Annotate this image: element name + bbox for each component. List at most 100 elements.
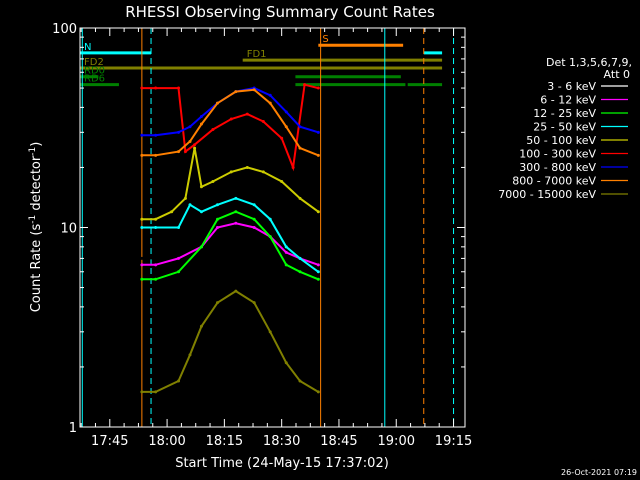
series-point-800-7000-kev-9 [284,125,288,129]
series-point-800-7000-kev-11 [316,153,320,157]
series-point-7000-15000-kev-5 [216,301,219,305]
x-tick-label-18-00: 18:00 [148,434,185,449]
series-point-800-7000-kev-7 [252,88,256,92]
series-point-25-50-kev-6 [234,196,238,200]
series-point-50-100-kev-10 [280,180,284,184]
series-point-7000-15000-kev-6 [234,289,238,293]
series-point-100-300-kev-8 [261,119,265,123]
series-point-300-800-kev-8 [268,93,272,97]
series-point-6-12-kev-6 [252,226,256,229]
series-line-7000-15000-kev [141,289,319,393]
series-point-300-800-kev-1 [154,133,158,137]
legend-label-25-50-kev: 25 - 50 keV [533,121,596,134]
series-point-3-6-kev-6 [268,185,272,189]
series-point-3-6-kev-3 [199,235,203,239]
series-point-7000-15000-kev-8 [268,330,272,334]
series-point-100-300-kev-12 [316,86,320,90]
flag-label-fd2: FD2 [84,57,104,68]
series-point-12-25-kev-3 [199,245,203,249]
series-point-25-50-kev-9 [284,245,288,249]
series-point-6-12-kev-0 [140,263,144,267]
series-point-12-25-kev-8 [284,263,288,267]
series-point-6-12-kev-2 [177,256,181,260]
legend-label-300-800-kev: 300 - 800 keV [519,161,596,174]
series-point-100-300-kev-0 [140,86,144,90]
series-point-50-100-kev-11 [298,196,302,200]
x-tick-label-18-15: 18:15 [206,434,243,449]
series-point-25-50-kev-5 [216,203,219,207]
series-point-50-100-kev-3 [183,196,187,200]
series-point-800-7000-kev-8 [268,101,272,105]
series-point-100-300-kev-7 [245,112,249,116]
series-point-50-100-kev-8 [245,165,249,169]
series-point-25-50-kev-1 [154,226,158,229]
series-point-12-25-kev-5 [234,210,238,214]
legend-header-detectors: Det 1,3,5,6,7,9, [546,56,632,69]
series-point-25-50-kev-3 [188,203,192,207]
series-point-12-25-kev-10 [316,277,320,281]
series-point-7000-15000-kev-2 [177,379,181,383]
series-point-12-25-kev-4 [216,217,219,221]
chart-title: RHESSI Observing Summary Count Rates [125,3,435,21]
series-point-12-25-kev-7 [268,235,272,239]
x-tick-label-19-15: 19:15 [435,434,472,449]
legend-label-12-25-kev: 12 - 25 keV [533,107,596,120]
series-point-7000-15000-kev-11 [316,390,320,394]
y-axis-label-tail: detector [29,155,44,215]
flag-label-rd0: RD0 [84,66,105,77]
series-point-12-25-kev-1 [154,277,158,281]
x-tick-label-19-00: 19:00 [378,434,415,449]
series-point-7000-15000-kev-0 [140,390,144,394]
series-point-6-12-kev-4 [216,226,219,229]
series-point-3-6-kev-0 [140,256,144,260]
y-axis-label-sup: -1 [28,215,38,224]
footer-timestamp: 26-Oct-2021 07:19 [561,468,637,477]
series-point-25-50-kev-11 [316,270,320,274]
series-point-25-50-kev-0 [140,226,144,229]
series-point-6-12-kev-5 [234,221,238,225]
x-axis: 17:45 18:00 18:15 18:30 18:45 19:00 19:15 [80,28,472,449]
series-line-800-7000-kev [141,88,319,157]
series-point-7000-15000-kev-4 [199,324,203,328]
series-point-100-300-kev-1 [154,86,158,90]
series-point-7000-15000-kev-9 [284,361,288,365]
y-tick-label-100: 100 [52,22,77,37]
series-point-12-25-kev-9 [298,270,302,274]
y-tick-label-10: 10 [60,222,77,237]
series-point-100-300-kev-4 [193,143,197,147]
y-axis-label-end: ) [29,142,44,147]
series-point-25-50-kev-7 [252,203,256,207]
series-point-50-100-kev-9 [261,170,265,174]
series-point-6-12-kev-8 [284,250,288,254]
series-point-100-300-kev-11 [303,83,307,87]
x-tick-label-17-45: 17:45 [91,434,128,449]
series-point-3-6-kev-10 [316,196,320,200]
series-point-300-800-kev-11 [316,130,320,134]
series-point-12-25-kev-6 [252,217,256,221]
series-point-300-800-kev-9 [284,110,288,114]
series-point-300-800-kev-4 [199,115,203,119]
flag-label-fd1: FD1 [247,49,267,60]
series-point-25-50-kev-8 [268,217,272,221]
y-axis-label-sup2: -1 [28,147,38,156]
series-point-50-100-kev-7 [229,170,233,174]
legend-label-100-300-kev: 100 - 300 keV [519,148,596,161]
series-point-12-25-kev-2 [177,270,181,274]
series-point-3-6-kev-9 [307,190,311,194]
series-point-800-7000-kev-4 [199,122,203,126]
series-point-50-100-kev-1 [154,217,158,221]
series-point-50-100-kev-6 [211,180,215,184]
series-line-25-50-kev [141,197,319,273]
y-axis: 1 10 100 [52,22,465,436]
series-point-7000-15000-kev-10 [298,379,302,383]
series-point-100-300-kev-9 [280,136,284,140]
series-point-800-7000-kev-1 [154,153,158,157]
legend-label-800-7000-kev: 800 - 7000 keV [512,175,596,188]
y-tick-label-1: 1 [69,421,77,436]
series-point-800-7000-kev-0 [140,153,144,157]
series-point-25-50-kev-10 [298,256,302,260]
series-point-7000-15000-kev-3 [188,353,192,357]
